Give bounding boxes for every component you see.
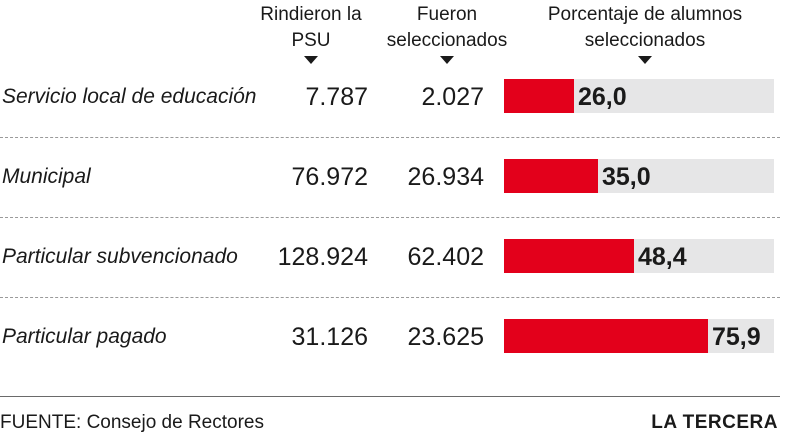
source-text: Consejo de Rectores bbox=[86, 412, 264, 433]
header-fueron-label: Fueron seleccionados bbox=[386, 4, 508, 51]
bar-fill bbox=[504, 319, 708, 353]
bar-track: 35,0 bbox=[504, 159, 774, 193]
row-divider bbox=[0, 297, 780, 298]
bar-track: 75,9 bbox=[504, 319, 774, 353]
table-row: Particular pagado 31.126 23.625 75,9 bbox=[0, 297, 800, 377]
arrow-down-icon bbox=[638, 56, 652, 64]
bar-track: 26,0 bbox=[504, 79, 774, 113]
row-category: Particular pagado bbox=[2, 325, 167, 348]
value-fueron: 23.625 bbox=[407, 323, 484, 351]
value-fueron: 62.402 bbox=[407, 243, 484, 271]
bar-value-label: 26,0 bbox=[578, 83, 627, 111]
source-note: FUENTE: Consejo de Rectores bbox=[0, 412, 264, 434]
row-category: Municipal bbox=[2, 165, 91, 188]
value-rindieron: 31.126 bbox=[291, 323, 368, 351]
row-divider bbox=[0, 137, 780, 138]
table-row: Servicio local de educación 7.787 2.027 26,… bbox=[0, 57, 800, 137]
header-rindieron-label: Rindieron la PSU bbox=[260, 4, 362, 51]
bar-fill bbox=[504, 239, 634, 273]
row-divider bbox=[0, 217, 780, 218]
value-fueron: 26.934 bbox=[407, 163, 484, 191]
header-fueron: Fueron seleccionados bbox=[378, 2, 516, 64]
value-rindieron: 76.972 bbox=[291, 163, 368, 191]
bar-value-label: 35,0 bbox=[602, 163, 651, 191]
source-label: FUENTE: bbox=[0, 412, 82, 433]
arrow-down-icon bbox=[304, 56, 318, 64]
bar-fill bbox=[504, 79, 574, 113]
row-category: Servicio local de educación bbox=[2, 85, 257, 108]
header-porcentaje: Porcentaje de alumnos seleccionados bbox=[520, 2, 770, 64]
row-category: Particular subvencionado bbox=[2, 245, 238, 268]
bar-track: 48,4 bbox=[504, 239, 774, 273]
table-row: Particular subvencionado 128.924 62.402 48,… bbox=[0, 217, 800, 297]
table-row: Municipal 76.972 26.934 35,0 bbox=[0, 137, 800, 217]
value-fueron: 2.027 bbox=[421, 83, 484, 111]
bar-fill bbox=[504, 159, 598, 193]
header-rindieron: Rindieron la PSU bbox=[250, 2, 372, 64]
header-porcentaje-label: Porcentaje de alumnos seleccionados bbox=[547, 4, 743, 51]
arrow-down-icon bbox=[440, 56, 454, 64]
bar-value-label: 48,4 bbox=[638, 243, 687, 271]
value-rindieron: 128.924 bbox=[277, 243, 368, 271]
publisher-credit: LA TERCERA bbox=[651, 412, 778, 433]
footer-divider bbox=[0, 396, 780, 397]
bar-value-label: 75,9 bbox=[712, 323, 761, 351]
value-rindieron: 7.787 bbox=[305, 83, 368, 111]
